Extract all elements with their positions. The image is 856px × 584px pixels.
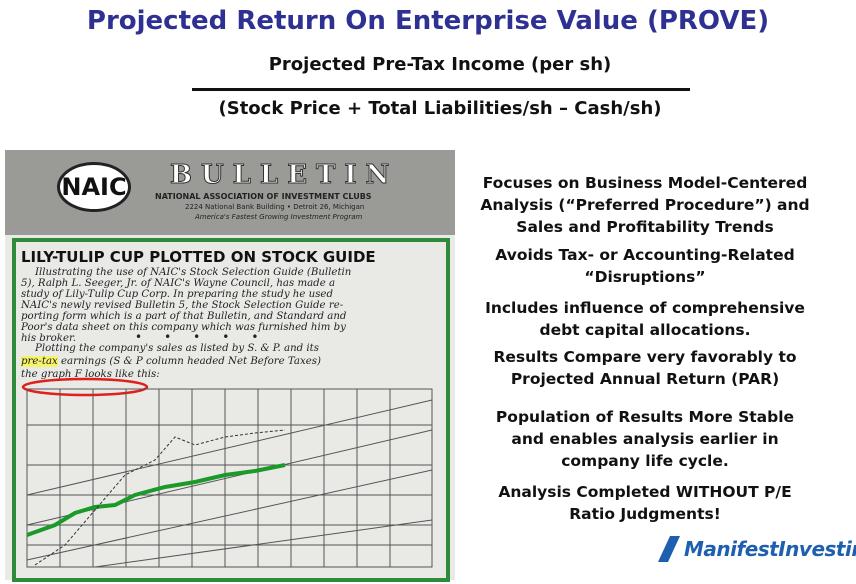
intro-line: Poor's data sheet on this company which … [21, 322, 346, 333]
headline: LILY-TULIP CUP PLOTTED ON STOCK GUIDE [21, 248, 376, 266]
green-trend [26, 463, 286, 537]
intro-line: Illustrating the use of NAIC's Stock Sel… [35, 267, 352, 278]
bullet-line: debt capital allocations. [539, 321, 751, 339]
numerator: Projected Pre-Tax Income (per sh) [268, 54, 612, 75]
bulletin-image: NAIC BULLETIN NATIONAL ASSOCIATION OF IN… [5, 150, 455, 582]
intro-line: porting form which is a part of that Bul… [21, 311, 347, 322]
red-circle [21, 377, 149, 397]
bullet-line: Sales and Profitability Trends [516, 218, 774, 236]
intro-line: his broker. [21, 333, 77, 344]
plot-text: earnings (S & P column headed Net Before… [57, 356, 321, 367]
address: 2224 National Bank Building • Detroit 26… [185, 203, 365, 211]
tagline: America's Fastest Growing Investment Pro… [195, 213, 363, 221]
bullet-line: Includes influence of comprehensive [485, 299, 805, 317]
bullet-line: “Disruptions” [584, 268, 706, 286]
grid [26, 388, 433, 568]
masthead: BULLETIN [169, 160, 399, 191]
dashed-trend [34, 429, 286, 566]
intro-line: study of Lily-Tulip Cup Corp. In prepari… [21, 289, 333, 300]
brand-mark [658, 536, 680, 562]
bullet-line: Analysis Completed WITHOUT P/E [498, 483, 792, 501]
intro-line: 5), Ralph L. Seeger, Jr. of NAIC's Wayne… [21, 278, 336, 289]
bullet-line: and enables analysis earlier in [511, 430, 779, 448]
bullet-line: Avoids Tax- or Accounting-Related [495, 246, 795, 264]
title: Projected Return On Enterprise Value (PR… [86, 6, 770, 36]
brand: ManifestInvesting [684, 537, 856, 561]
bullet-line: Focuses on Business Model-Centered [482, 174, 808, 192]
fraction-bar [192, 88, 690, 91]
bullet-line: Ratio Judgments! [569, 505, 721, 523]
plot-line: pre-tax earnings (S & P column headed Ne… [21, 356, 321, 367]
bullet-line: Population of Results More Stable [495, 408, 795, 426]
separator-dots: ••••• [135, 330, 281, 344]
naic-logo: NAIC [57, 162, 131, 212]
article-frame [12, 238, 450, 582]
guide-graph [21, 377, 433, 568]
bullet-line: company life cycle. [561, 452, 729, 470]
organization: NATIONAL ASSOCIATION OF INVESTMENT CLUBS [155, 192, 372, 201]
brand-icon [656, 534, 682, 564]
intro-line: NAIC's newly revised Bulletin 5, the Sto… [21, 300, 344, 311]
plot-line: the graph F looks like this: [21, 369, 160, 380]
highlight: pre-tax [21, 356, 58, 367]
denominator: (Stock Price + Total Liabilities/sh – Ca… [218, 98, 662, 119]
plot-line: Plotting the company's sales as listed b… [35, 343, 319, 354]
bullet-line: Results Compare very favorably to [493, 348, 797, 366]
bullet-line: Analysis (“Preferred Procedure”) and [480, 196, 810, 214]
bullet-line: Projected Annual Return (PAR) [510, 370, 780, 388]
